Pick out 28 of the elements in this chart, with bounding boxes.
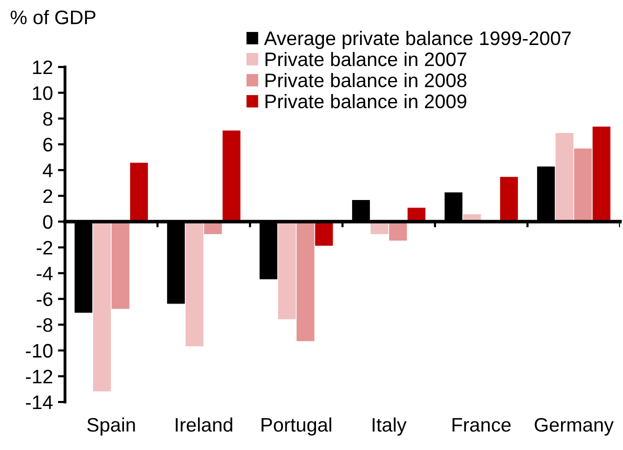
- bar: [129, 162, 149, 222]
- y-tick-label: -4: [36, 266, 53, 280]
- y-tick-label: 12: [33, 60, 52, 74]
- legend-label: Private balance in 2008: [266, 72, 466, 88]
- legend-label: Private balance in 2009: [266, 94, 466, 108]
- y-tick-label: -6: [36, 292, 52, 306]
- y-tick-label: 6: [43, 138, 52, 152]
- y-tick-label: -14: [26, 396, 53, 410]
- x-tick-label: France: [452, 418, 511, 432]
- bar: [499, 176, 519, 222]
- y-tick-label: -2: [36, 240, 52, 254]
- bar: [222, 130, 242, 222]
- y-tick-label: -8: [36, 318, 52, 332]
- y-tick-label: -10: [26, 344, 52, 358]
- y-tick-label: 8: [43, 112, 52, 126]
- y-axis-title: % of GDP: [10, 10, 96, 24]
- x-tick-label: Spain: [87, 417, 135, 436]
- y-tick-label: 2: [43, 189, 52, 203]
- y-tick-label: 10: [33, 86, 52, 100]
- y-tick-label: 0: [43, 215, 52, 229]
- y-tick-label: -12: [26, 370, 52, 384]
- legend-label: Private balance in 2007: [266, 52, 466, 66]
- x-tick-label: Germany: [534, 418, 614, 436]
- x-tick-label: Italy: [372, 417, 407, 436]
- y-tick-label: 4: [42, 164, 53, 178]
- x-tick-label: Portugal: [262, 417, 332, 436]
- legend-label: Average private balance 1999-2007: [264, 30, 571, 50]
- x-tick-label: Ireland: [176, 417, 232, 432]
